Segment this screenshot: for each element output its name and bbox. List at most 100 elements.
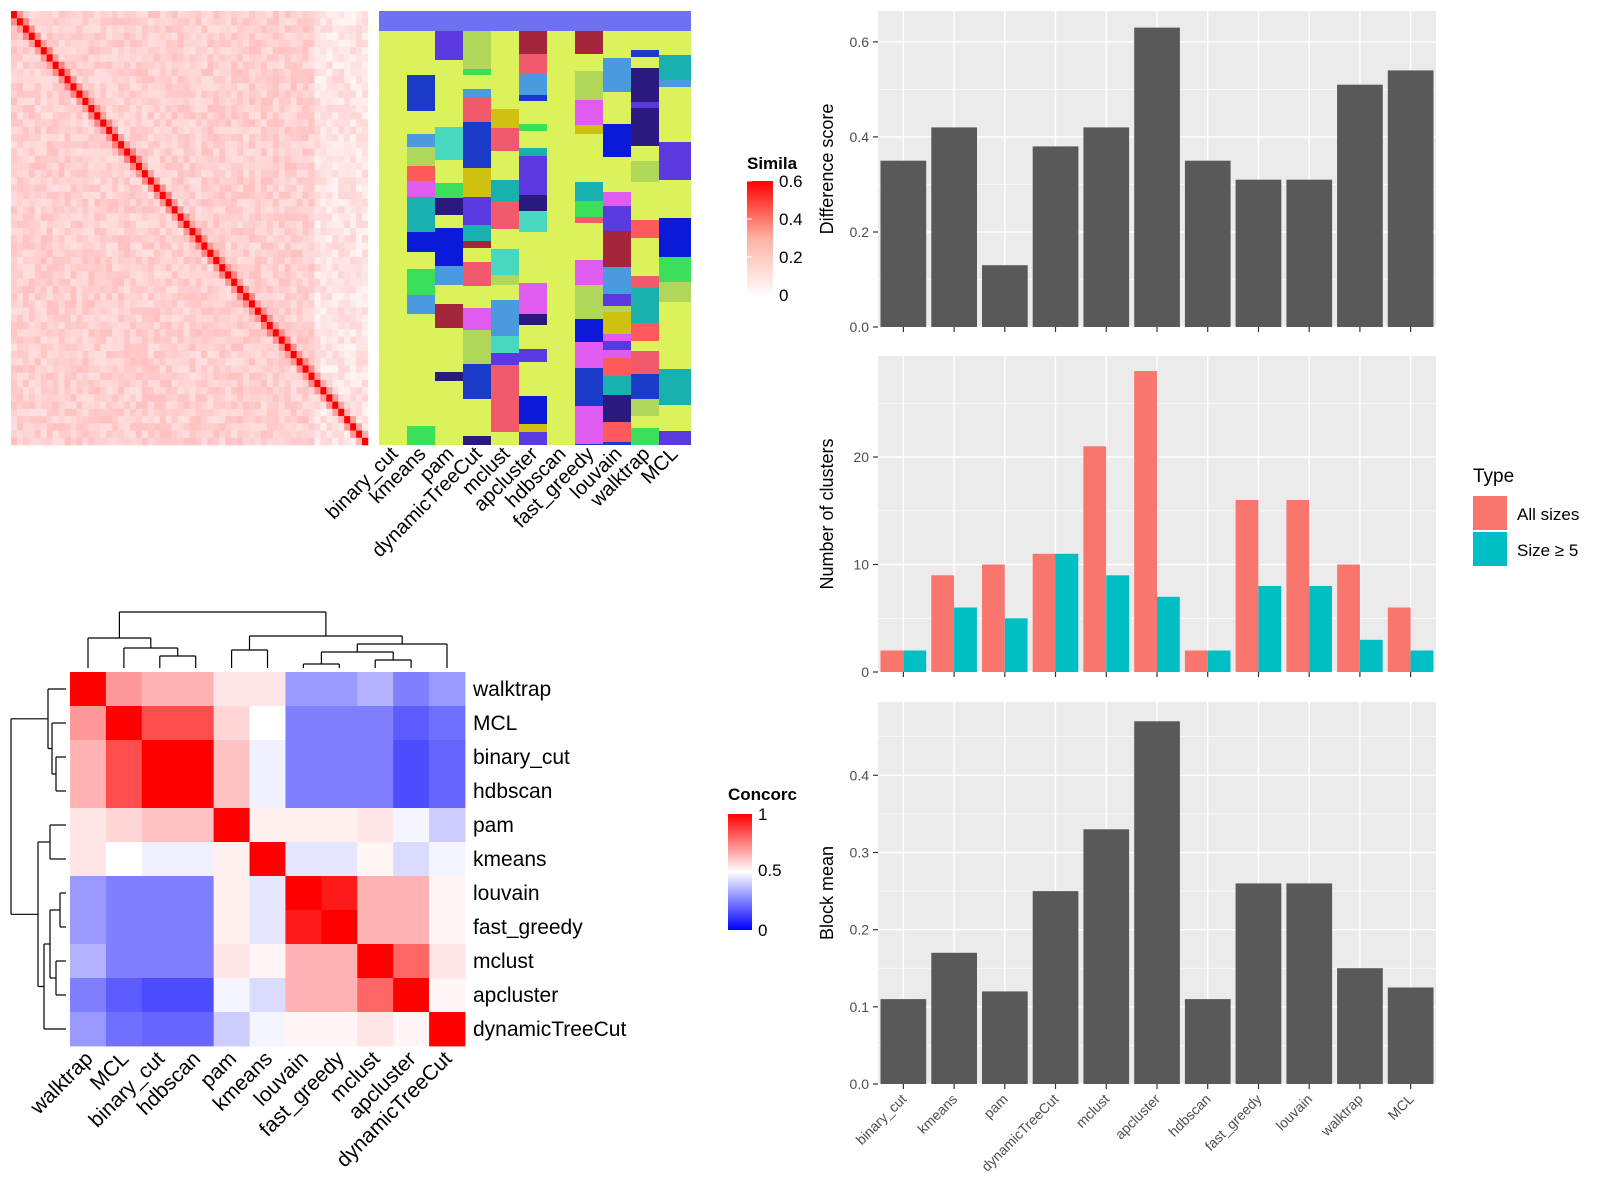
similarity-cell: [34, 126, 42, 135]
similarity-cell: [76, 423, 83, 431]
similarity-cell: [207, 83, 214, 91]
similarity-cell: [118, 155, 125, 164]
similarity-cell: [308, 54, 315, 62]
similarity-cell: [284, 184, 291, 193]
similarity-cell: [82, 126, 89, 135]
similarity-cell: [165, 97, 172, 106]
similarity-cell: [302, 256, 309, 265]
similarity-cell: [338, 394, 345, 402]
similarity-cell: [94, 394, 101, 402]
similarity-cell: [165, 387, 172, 395]
similarity-cell: [82, 430, 89, 439]
similarity-cell: [100, 32, 107, 41]
similarity-cell: [195, 83, 202, 91]
similarity-cell: [11, 184, 18, 193]
similarity-cell: [338, 213, 345, 222]
similarity-cell: [314, 25, 321, 33]
similarity-cell: [34, 61, 42, 70]
similarity-cell: [106, 47, 113, 55]
similarity-cell: [141, 278, 149, 287]
similarity-cell: [278, 235, 285, 243]
similarity-cell: [195, 278, 202, 287]
similarity-cell: [326, 83, 333, 91]
concordance-legend-tick-label: 0: [758, 921, 767, 940]
similarity-cell: [70, 126, 77, 135]
similarity-cell: [16, 242, 24, 250]
similarity-cell: [124, 220, 131, 229]
similarity-cell: [76, 278, 83, 287]
similarity-cell: [106, 76, 113, 84]
similarity-cell: [130, 47, 137, 55]
similarity-cell: [254, 249, 262, 258]
concordance-cell: [70, 910, 107, 945]
similarity-cell: [249, 314, 256, 323]
similarity-cell: [278, 25, 285, 33]
similarity-cell: [11, 112, 18, 120]
membership-block: [519, 148, 547, 156]
similarity-cell: [76, 387, 83, 395]
similarity-cell: [28, 256, 36, 265]
concordance-cell: [321, 944, 358, 979]
similarity-cell: [46, 423, 53, 431]
similarity-cell: [165, 350, 172, 359]
similarity-cell: [338, 184, 345, 193]
similarity-cell: [147, 343, 155, 352]
similarity-cell: [272, 191, 280, 200]
similarity-cell: [213, 350, 220, 359]
similarity-cell: [219, 416, 226, 424]
similarity-cell: [141, 83, 149, 91]
similarity-cell: [34, 372, 42, 381]
similarity-cell: [22, 141, 30, 149]
similarity-cell: [64, 105, 71, 113]
similarity-cell: [141, 285, 149, 294]
similarity-cell: [88, 300, 95, 308]
similarity-cell: [278, 314, 285, 323]
similarity-cell: [135, 423, 143, 431]
similarity-cell: [272, 430, 280, 439]
similarity-cell: [34, 191, 42, 200]
similarity-cell: [88, 177, 95, 185]
similarity-cell: [320, 256, 327, 265]
similarity-cell: [290, 372, 297, 381]
similarity-cell: [278, 61, 285, 70]
similarity-cell: [177, 401, 184, 410]
similarity-cell: [243, 25, 250, 33]
similarity-cell: [207, 365, 214, 373]
similarity-cell: [177, 97, 184, 106]
similarity-cell: [207, 336, 214, 345]
similarity-cell: [112, 61, 119, 70]
similarity-cell: [272, 285, 280, 294]
similarity-cell: [22, 235, 30, 243]
similarity-cell: [362, 249, 369, 258]
similarity-cell: [278, 379, 285, 388]
similarity-cell: [266, 300, 274, 308]
similarity-cell: [22, 148, 30, 156]
similarity-cell: [147, 177, 155, 185]
similarity-cell: [207, 119, 214, 128]
similarity-cell: [165, 235, 172, 243]
similarity-cell: [296, 133, 303, 142]
similarity-cell: [58, 278, 65, 287]
bar-mclust-all-sizes: [1083, 446, 1107, 672]
similarity-cell: [183, 256, 190, 265]
similarity-cell: [130, 372, 137, 381]
similarity-cell: [201, 119, 208, 128]
similarity-cell: [266, 307, 274, 316]
similarity-cell: [308, 379, 315, 388]
similarity-cell: [11, 141, 18, 149]
similarity-cell: [266, 32, 274, 41]
similarity-cell: [308, 307, 315, 316]
similarity-cell: [225, 343, 232, 352]
similarity-cell: [82, 256, 89, 265]
similarity-cell: [207, 358, 214, 366]
similarity-cell: [34, 358, 42, 366]
similarity-cell: [260, 213, 268, 222]
similarity-cell: [243, 148, 250, 156]
concordance-cell: [429, 774, 466, 809]
similarity-cell: [46, 206, 53, 214]
similarity-cell: [70, 249, 77, 258]
similarity-cell: [135, 437, 143, 446]
similarity-cell: [94, 97, 101, 106]
concordance-legend-title: Concorc: [728, 785, 797, 804]
similarity-cell: [70, 264, 77, 272]
